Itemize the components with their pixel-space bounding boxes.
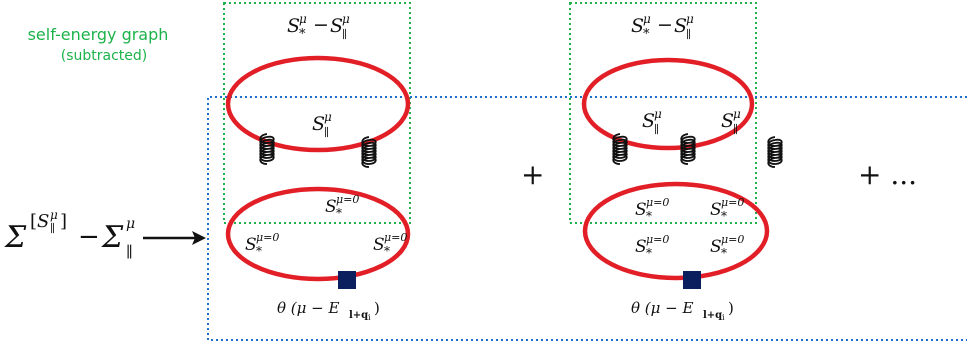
right-top-loop-label-b: S μ ∥ [721, 107, 741, 136]
svg-text:S: S [642, 110, 655, 132]
lhs-sup-open: [ [30, 211, 37, 232]
left-gluon-1 [259, 133, 275, 165]
svg-text:μ: μ [299, 12, 307, 26]
svg-text:S: S [721, 110, 734, 132]
svg-text:*: * [721, 209, 727, 223]
right-bottom-loop-label-a: S μ=0 * [635, 196, 669, 223]
svg-text:i: i [368, 313, 371, 322]
left-theta-label: θ (μ − E l+q i ) [277, 299, 380, 322]
svg-text:μ=0: μ=0 [256, 231, 279, 244]
right-bottom-loop-label-c: S μ=0 * [635, 233, 669, 260]
svg-text:): ) [728, 299, 734, 317]
svg-text:*: * [643, 27, 650, 42]
svg-text:S: S [631, 15, 644, 37]
lhs-sub-par: ∥ [126, 243, 133, 261]
right-bottom-loop [582, 181, 770, 281]
svg-text:∥: ∥ [654, 123, 659, 136]
svg-text:S: S [330, 15, 343, 37]
svg-text:μ: μ [733, 107, 741, 121]
svg-text:S: S [312, 113, 325, 135]
svg-text:μ: μ [654, 107, 662, 121]
plus-ellipsis: + ... [858, 158, 917, 191]
left-bottom-loop-top-label: S μ=0 * [325, 193, 359, 220]
right-theta-label: θ (μ − E l+q i ) [631, 299, 734, 322]
svg-text:*: * [299, 27, 306, 42]
lhs-sigma: Σ [4, 220, 27, 255]
right-top-loop [581, 57, 755, 151]
right-box-label: S μ * − S μ ∥ [631, 12, 694, 42]
plus-operator: + [521, 158, 544, 191]
svg-text:S: S [635, 200, 647, 220]
lhs-sup-S: S [37, 211, 49, 232]
left-vertex-square [338, 271, 356, 289]
svg-text:i: i [722, 313, 725, 322]
annotation-line1: self-energy graph [28, 25, 169, 44]
lhs-mu: μ [126, 216, 135, 232]
svg-text:S: S [674, 15, 687, 37]
svg-text:θ (μ − E: θ (μ − E [277, 299, 340, 317]
svg-text:μ=0: μ=0 [384, 231, 407, 244]
svg-text:*: * [384, 244, 390, 258]
lhs-minus: − [78, 222, 100, 252]
lhs-sup-par: ∥ [50, 222, 55, 235]
left-box-label: S μ * − S μ ∥ [287, 12, 350, 42]
left-top-loop [225, 55, 411, 153]
left-bottom-loop-label-b: S μ=0 * [373, 231, 407, 258]
left-bottom-loop [225, 186, 411, 282]
right-top-loop-label-a: S μ ∥ [642, 107, 662, 136]
svg-text:*: * [256, 244, 262, 258]
svg-text:μ=0: μ=0 [336, 193, 359, 206]
svg-text:μ=0: μ=0 [646, 233, 669, 246]
right-gluon-2 [680, 133, 696, 165]
left-top-loop-label: S μ ∥ [312, 110, 332, 139]
svg-text:*: * [646, 209, 652, 223]
arrow-head [192, 231, 206, 245]
svg-text:∥: ∥ [686, 28, 691, 41]
svg-text:): ) [374, 299, 380, 317]
svg-text:μ: μ [342, 12, 350, 26]
svg-text:*: * [336, 206, 342, 220]
right-bottom-loop-label-b: S μ=0 * [710, 196, 744, 223]
svg-text:μ=0: μ=0 [646, 196, 669, 209]
right-vertex-square [683, 271, 701, 289]
svg-text:*: * [646, 246, 652, 260]
outer-dotted-frame [207, 96, 967, 341]
right-diagram: S μ * − S μ ∥ S μ ∥ S μ ∥ S μ=0 * S μ=0 … [581, 12, 783, 322]
svg-text:*: * [721, 246, 727, 260]
right-gluon-3 [767, 136, 783, 168]
right-bottom-loop-label-d: S μ=0 * [710, 233, 744, 260]
svg-text:θ (μ − E: θ (μ − E [631, 299, 694, 317]
svg-text:μ: μ [643, 12, 651, 26]
svg-text:μ=0: μ=0 [721, 233, 744, 246]
subtraction-box-right [569, 2, 757, 224]
lhs-sup-close: ] [60, 211, 67, 232]
svg-text:μ: μ [686, 12, 694, 26]
svg-text:S: S [373, 235, 385, 255]
subtraction-box-left [223, 2, 411, 224]
svg-text:∥: ∥ [342, 28, 347, 41]
svg-text:S: S [245, 235, 257, 255]
svg-text:−: − [313, 14, 329, 36]
left-diagram: S μ * − S μ ∥ S μ ∥ S μ=0 * S μ=0 * S μ=… [225, 12, 411, 322]
svg-text:μ=0: μ=0 [721, 196, 744, 209]
svg-text:μ: μ [324, 110, 332, 124]
svg-text:∥: ∥ [324, 126, 329, 139]
svg-text:S: S [710, 237, 722, 257]
svg-text:S: S [287, 15, 300, 37]
svg-text:−: − [657, 14, 673, 36]
svg-text:S: S [635, 237, 647, 257]
annotation-line2: (subtracted) [61, 48, 148, 64]
svg-text:S: S [710, 200, 722, 220]
svg-text:S: S [325, 197, 337, 217]
lhs-sup-mu: μ [50, 208, 58, 222]
svg-text:l+q: l+q [703, 310, 722, 321]
svg-text:l+q: l+q [349, 310, 368, 321]
left-bottom-loop-label-a: S μ=0 * [245, 231, 279, 258]
lhs-sigma-2: Σ [101, 220, 124, 255]
svg-text:∥: ∥ [733, 123, 738, 136]
